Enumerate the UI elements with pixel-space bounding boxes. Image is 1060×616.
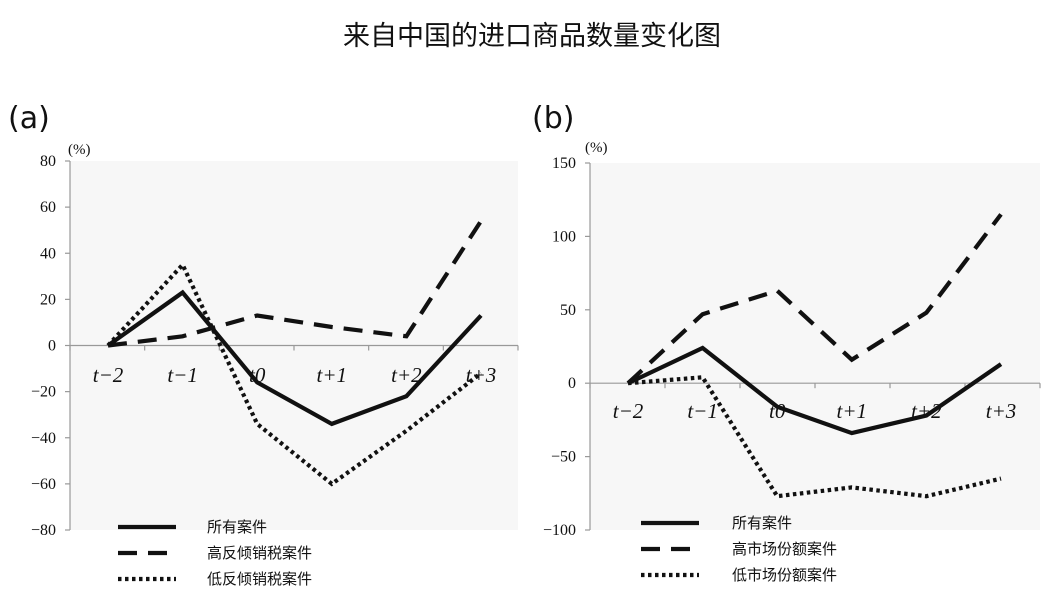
x-tick-label: t−1 [167,363,198,387]
panel-label: (a) [8,101,50,136]
y-tick-label: 0 [568,375,576,392]
panel-a: (a) (%) 80 60 40 20 0 −20 −40 −60 −80 t−2 t−1 t0 t+1 t+… [8,101,519,588]
y-tick-label: −80 [31,522,56,539]
y-tick-label: −40 [31,430,56,447]
y-tick-label: 100 [552,228,576,245]
series-line-dashed [107,219,483,348]
x-tick-label: t+3 [466,363,497,387]
series-line-dotted [627,375,1002,499]
x-tick-label: t−2 [93,363,124,387]
legend-label: 高反倾销税案件 [207,544,312,562]
legend-label: 高市场份额案件 [732,540,837,558]
x-tick-label: t−1 [687,399,718,423]
panel-b: (b) (%) 150 100 50 0 −50 −100 t−2 t−1 t0 t+1 t+2 t+3 所… [532,101,1041,584]
y-tick-label: 60 [40,199,56,216]
x-tick-label: t−2 [613,399,644,423]
panel-label: (b) [532,101,574,136]
y-tick-label: −20 [31,384,56,401]
x-tick-label: t+3 [986,399,1017,423]
y-tick-label: 0 [48,338,56,355]
x-tick-label: t0 [769,399,786,423]
x-tick-label: t+1 [317,363,348,387]
y-tick-label: 20 [40,291,56,308]
plot-area [590,163,1040,530]
series-line-dashed [626,213,1003,385]
y-tick-label: −100 [543,522,576,539]
x-tick-label: t+2 [391,363,422,387]
y-tick-label: 150 [552,155,576,172]
y-tick-label: 80 [40,153,56,170]
series-line-dotted [106,261,483,487]
x-tick-label: t+2 [911,399,942,423]
x-tick-label: t0 [249,363,266,387]
y-tick-label: 40 [40,245,56,262]
x-tick-label: t+1 [837,399,868,423]
legend-label: 低市场份额案件 [732,566,837,584]
legend-label: 所有案件 [732,514,792,532]
legend-label: 低反倾销税案件 [207,570,312,588]
y-tick-label: 50 [560,302,576,319]
legend-label: 所有案件 [207,518,267,536]
y-tick-label: −60 [31,476,56,493]
y-axis-unit: (%) [68,142,91,158]
series-line-solid [627,345,1003,436]
chart-title: 来自中国的进口商品数量变化图 [343,21,721,52]
series-line-solid [106,289,483,427]
y-axis-unit: (%) [585,140,608,156]
y-tick-label: −50 [551,449,576,466]
